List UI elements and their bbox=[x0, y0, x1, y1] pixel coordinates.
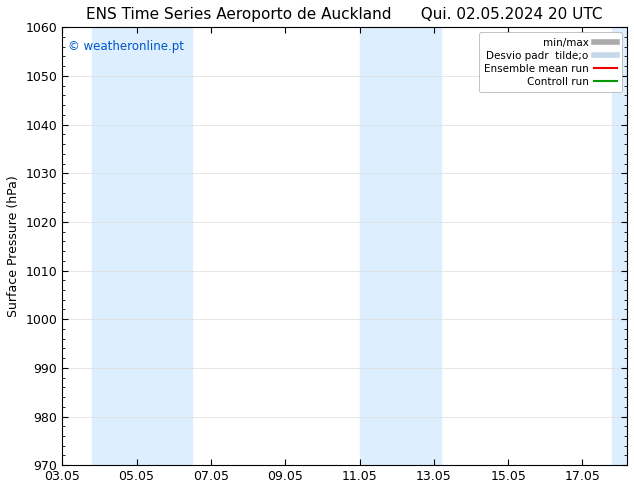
Bar bbox=[92, 27, 192, 465]
Legend: min/max, Desvio padr  tilde;o, Ensemble mean run, Controll run: min/max, Desvio padr tilde;o, Ensemble m… bbox=[479, 32, 622, 92]
Y-axis label: Surface Pressure (hPa): Surface Pressure (hPa) bbox=[7, 175, 20, 317]
Bar bbox=[612, 27, 627, 465]
Title: ENS Time Series Aeroporto de Auckland      Qui. 02.05.2024 20 UTC: ENS Time Series Aeroporto de Auckland Qu… bbox=[86, 7, 603, 22]
Text: © weatheronline.pt: © weatheronline.pt bbox=[68, 40, 184, 53]
Bar bbox=[359, 27, 441, 465]
